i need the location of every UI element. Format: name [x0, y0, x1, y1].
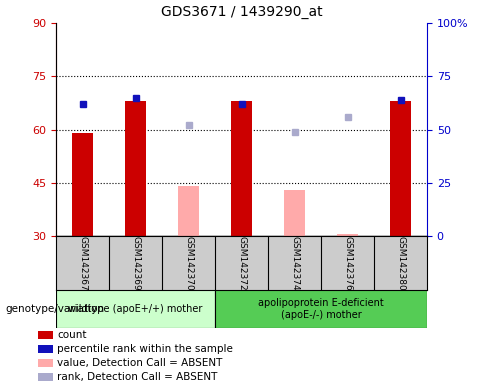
Bar	[38, 345, 53, 353]
Text: GSM142376: GSM142376	[343, 236, 352, 290]
Bar	[72, 133, 93, 236]
Text: apolipoprotein E-deficient
(apoE-/-) mother: apolipoprotein E-deficient (apoE-/-) mot…	[258, 298, 384, 320]
Bar	[215, 290, 427, 328]
Bar	[125, 101, 146, 236]
Text: GSM142372: GSM142372	[237, 236, 246, 290]
Bar	[38, 359, 53, 367]
Bar	[56, 290, 215, 328]
Text: wildtype (apoE+/+) mother: wildtype (apoE+/+) mother	[68, 304, 203, 314]
Text: rank, Detection Call = ABSENT: rank, Detection Call = ABSENT	[58, 372, 218, 382]
Text: GSM142374: GSM142374	[290, 236, 299, 290]
Text: GSM142369: GSM142369	[131, 236, 140, 290]
Text: value, Detection Call = ABSENT: value, Detection Call = ABSENT	[58, 358, 223, 368]
Text: GSM142370: GSM142370	[184, 236, 193, 290]
Bar	[337, 234, 358, 236]
Bar	[178, 187, 199, 236]
Bar	[38, 373, 53, 381]
Bar	[38, 331, 53, 339]
Bar	[390, 101, 411, 236]
Bar	[284, 190, 305, 236]
Bar	[231, 101, 252, 236]
Title: GDS3671 / 1439290_at: GDS3671 / 1439290_at	[161, 5, 323, 19]
Text: genotype/variation: genotype/variation	[5, 304, 104, 314]
Text: percentile rank within the sample: percentile rank within the sample	[58, 344, 233, 354]
Text: count: count	[58, 330, 87, 340]
Text: GSM142367: GSM142367	[78, 236, 87, 290]
Text: GSM142380: GSM142380	[396, 236, 405, 290]
